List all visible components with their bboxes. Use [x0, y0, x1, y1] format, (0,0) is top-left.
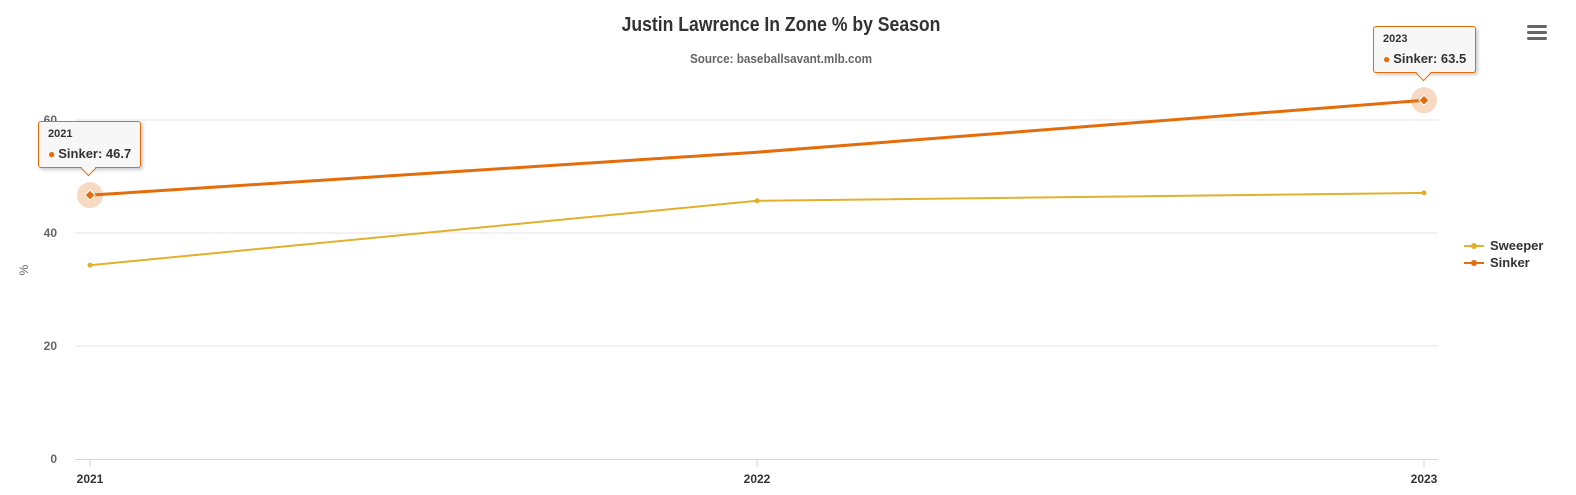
y-tick-label: 40	[44, 226, 58, 240]
tooltip-2023: 2023 ● Sinker: 63.5	[1373, 26, 1477, 73]
y-tick-label: 20	[44, 339, 58, 353]
tooltip-value: Sinker: 63.5	[1393, 51, 1467, 66]
legend-line-icon	[1464, 242, 1484, 249]
legend: Sweeper Sinker	[1464, 237, 1543, 271]
legend-item-sweeper[interactable]: Sweeper	[1464, 237, 1543, 254]
series-line-sinker	[89, 98, 1425, 197]
x-tick-label: 2021	[77, 472, 104, 486]
tooltip-header: 2023	[1383, 33, 1408, 45]
data-point-sweeper	[87, 262, 93, 268]
tooltip-header: 2021	[48, 128, 73, 140]
tooltip-value: Sinker: 46.7	[58, 146, 132, 161]
legend-item-sinker[interactable]: Sinker	[1464, 254, 1543, 271]
series-dot-icon: ●	[48, 147, 56, 161]
y-axis-title: %	[17, 264, 31, 275]
y-tick-label: 0	[50, 452, 57, 466]
series-line-sweeper	[89, 191, 1425, 267]
data-point-sweeper	[754, 198, 760, 204]
chart-subtitle: Source: baseballsavant.mlb.com	[689, 51, 873, 66]
hamburger-icon[interactable]	[1527, 25, 1547, 41]
legend-label: Sinker	[1490, 255, 1530, 270]
series-dot-icon: ●	[1383, 52, 1391, 66]
data-point-sinker	[84, 189, 96, 201]
legend-line-icon	[1464, 259, 1484, 266]
legend-label: Sweeper	[1490, 238, 1544, 253]
tooltip-2021: 2021 ● Sinker: 46.7	[38, 121, 142, 168]
x-tick-label: 2022	[744, 472, 771, 486]
data-point-sinker	[1418, 94, 1430, 106]
data-point-sweeper	[1421, 190, 1427, 196]
chart-title: Justin Lawrence In Zone % by Season	[621, 14, 941, 36]
x-tick-label: 2023	[1411, 472, 1438, 486]
